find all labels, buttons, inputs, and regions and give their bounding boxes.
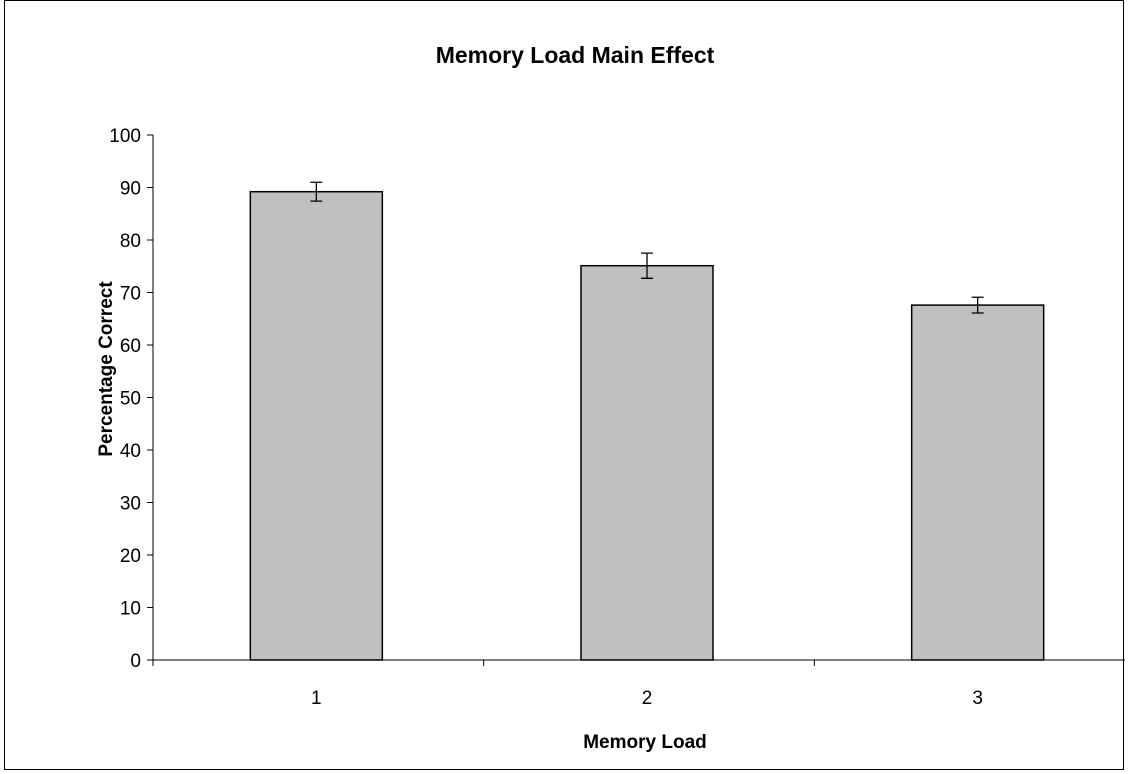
bar-3 bbox=[910, 304, 1045, 661]
x-tick-label: 2 bbox=[642, 688, 653, 709]
error-bar-2 bbox=[641, 252, 653, 279]
x-axis-title: Memory Load bbox=[583, 732, 707, 753]
y-tick-label: 100 bbox=[109, 126, 141, 147]
y-tick-label: 70 bbox=[120, 284, 141, 305]
y-tick-label: 60 bbox=[120, 336, 141, 357]
y-tick-label: 40 bbox=[120, 441, 141, 462]
y-axis-title: Percentage Correct bbox=[96, 281, 117, 457]
y-tick-label: 80 bbox=[120, 231, 141, 252]
y-tick-label: 90 bbox=[120, 179, 141, 200]
error-bar-1 bbox=[310, 181, 323, 202]
error-bar-3 bbox=[971, 296, 984, 314]
bar-2 bbox=[580, 264, 714, 661]
chart-frame: Memory Load Main Effect 0 10 20 30 40 50 60 70 8… bbox=[4, 0, 1125, 770]
bar-chart: Memory Load Main Effect 0 10 20 30 40 50 60 70 8… bbox=[96, 42, 1125, 753]
y-tick-label: 30 bbox=[120, 494, 141, 515]
x-axis-ticks: 1 2 3 bbox=[152, 660, 983, 709]
x-tick-label: 3 bbox=[972, 688, 983, 709]
y-tick-label: 10 bbox=[120, 599, 141, 620]
bar-1 bbox=[249, 190, 384, 661]
bars-group bbox=[249, 181, 1045, 661]
y-tick-label: 0 bbox=[130, 651, 141, 672]
y-tick-label: 20 bbox=[120, 546, 141, 567]
chart-title: Memory Load Main Effect bbox=[436, 42, 715, 68]
x-tick-label: 1 bbox=[311, 688, 322, 709]
y-tick-label: 50 bbox=[120, 389, 141, 410]
y-axis-ticks: 0 10 20 30 40 50 60 70 80 90 100 bbox=[109, 126, 153, 672]
